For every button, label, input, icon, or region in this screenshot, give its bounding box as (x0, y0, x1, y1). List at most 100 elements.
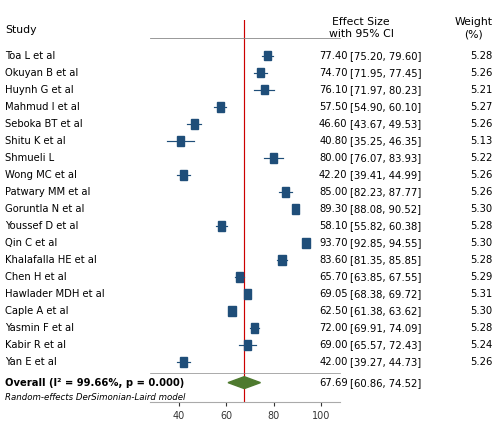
Text: Mahmud I et al: Mahmud I et al (5, 102, 80, 112)
Text: 85.00: 85.00 (319, 187, 348, 197)
FancyBboxPatch shape (292, 204, 299, 213)
Text: 5.30: 5.30 (470, 306, 492, 316)
Text: 42.20: 42.20 (319, 170, 348, 180)
Text: 5.26: 5.26 (470, 187, 492, 197)
Text: [88.08, 90.52]: [88.08, 90.52] (350, 204, 421, 214)
FancyBboxPatch shape (270, 153, 277, 163)
FancyBboxPatch shape (180, 358, 187, 367)
Text: Effect Size
with 95% CI: Effect Size with 95% CI (329, 17, 394, 39)
Text: 62.50: 62.50 (319, 306, 348, 316)
Text: [60.86, 74.52]: [60.86, 74.52] (350, 377, 421, 388)
Text: Shitu K et al: Shitu K et al (5, 136, 66, 146)
FancyBboxPatch shape (251, 324, 258, 333)
Text: [65.57, 72.43]: [65.57, 72.43] (350, 340, 422, 350)
Text: [39.27, 44.73]: [39.27, 44.73] (350, 357, 421, 367)
Text: 5.21: 5.21 (470, 85, 492, 95)
Text: Study: Study (5, 25, 36, 35)
Text: Chen H et al: Chen H et al (5, 272, 66, 282)
Text: 5.26: 5.26 (470, 68, 492, 78)
Text: 67.69: 67.69 (319, 377, 348, 388)
FancyBboxPatch shape (236, 272, 243, 282)
Text: 72.00: 72.00 (319, 323, 348, 333)
Text: 5.31: 5.31 (470, 289, 492, 299)
FancyBboxPatch shape (244, 290, 251, 299)
Text: 5.30: 5.30 (470, 238, 492, 248)
Text: 5.26: 5.26 (470, 357, 492, 367)
Text: [75.20, 79.60]: [75.20, 79.60] (350, 51, 422, 61)
Text: Patwary MM et al: Patwary MM et al (5, 187, 90, 197)
Text: 76.10: 76.10 (319, 85, 348, 95)
Text: [35.25, 46.35]: [35.25, 46.35] (350, 136, 421, 146)
Text: Huynh G et al: Huynh G et al (5, 85, 73, 95)
Text: 5.28: 5.28 (470, 221, 492, 231)
Text: 65.70: 65.70 (319, 272, 348, 282)
FancyBboxPatch shape (180, 170, 188, 179)
Text: Okuyan B et al: Okuyan B et al (5, 68, 78, 78)
FancyBboxPatch shape (278, 255, 285, 265)
Polygon shape (228, 377, 260, 389)
Text: Seboka BT et al: Seboka BT et al (5, 119, 82, 129)
FancyBboxPatch shape (302, 238, 310, 248)
Text: [39.41, 44.99]: [39.41, 44.99] (350, 170, 421, 180)
FancyBboxPatch shape (260, 85, 268, 95)
Text: Overall (I² = 99.66%, p = 0.000): Overall (I² = 99.66%, p = 0.000) (5, 377, 184, 388)
Text: 69.05: 69.05 (319, 289, 348, 299)
Text: [69.91, 74.09]: [69.91, 74.09] (350, 323, 422, 333)
Text: 57.50: 57.50 (319, 102, 348, 112)
Text: Hawlader MDH et al: Hawlader MDH et al (5, 289, 104, 299)
Text: Youssef D et al: Youssef D et al (5, 221, 78, 231)
Text: 58.10: 58.10 (319, 221, 348, 231)
Text: Random-effects DerSimonian-Laird model: Random-effects DerSimonian-Laird model (5, 392, 186, 402)
Text: Toa L et al: Toa L et al (5, 51, 55, 61)
Text: [81.35, 85.85]: [81.35, 85.85] (350, 255, 421, 265)
Text: [54.90, 60.10]: [54.90, 60.10] (350, 102, 421, 112)
Text: Yasmin F et al: Yasmin F et al (5, 323, 74, 333)
Text: 5.28: 5.28 (470, 323, 492, 333)
Text: Kabir R et al: Kabir R et al (5, 340, 66, 350)
Text: 93.70: 93.70 (319, 238, 348, 248)
Text: 5.26: 5.26 (470, 170, 492, 180)
FancyBboxPatch shape (282, 187, 289, 197)
Text: Weight
(%): Weight (%) (454, 17, 492, 39)
FancyBboxPatch shape (264, 51, 271, 61)
Text: 80.00: 80.00 (320, 153, 347, 163)
Text: 5.13: 5.13 (470, 136, 492, 146)
Text: Khalafalla HE et al: Khalafalla HE et al (5, 255, 97, 265)
Text: 5.30: 5.30 (470, 204, 492, 214)
Text: [43.67, 49.53]: [43.67, 49.53] (350, 119, 421, 129)
Text: Wong MC et al: Wong MC et al (5, 170, 77, 180)
FancyBboxPatch shape (218, 221, 225, 231)
Text: Caple A et al: Caple A et al (5, 306, 68, 316)
Text: 5.22: 5.22 (470, 153, 492, 163)
Text: [68.38, 69.72]: [68.38, 69.72] (350, 289, 421, 299)
Text: [92.85, 94.55]: [92.85, 94.55] (350, 238, 422, 248)
Text: 74.70: 74.70 (319, 68, 348, 78)
Text: [61.38, 63.62]: [61.38, 63.62] (350, 306, 421, 316)
Text: [63.85, 67.55]: [63.85, 67.55] (350, 272, 422, 282)
FancyBboxPatch shape (177, 136, 184, 145)
FancyBboxPatch shape (258, 68, 264, 77)
Text: [71.95, 77.45]: [71.95, 77.45] (350, 68, 422, 78)
Text: 46.60: 46.60 (319, 119, 348, 129)
Text: 77.40: 77.40 (319, 51, 348, 61)
FancyBboxPatch shape (216, 102, 224, 111)
Text: 5.24: 5.24 (470, 340, 492, 350)
Text: 5.26: 5.26 (470, 119, 492, 129)
Text: Goruntla N et al: Goruntla N et al (5, 204, 84, 214)
Text: [55.82, 60.38]: [55.82, 60.38] (350, 221, 421, 231)
Text: 5.28: 5.28 (470, 51, 492, 61)
Text: 69.00: 69.00 (319, 340, 348, 350)
Text: 42.00: 42.00 (319, 357, 348, 367)
Text: 5.29: 5.29 (470, 272, 492, 282)
FancyBboxPatch shape (244, 340, 251, 350)
Text: 40.80: 40.80 (320, 136, 347, 146)
Text: [76.07, 83.93]: [76.07, 83.93] (350, 153, 421, 163)
Text: Yan E et al: Yan E et al (5, 357, 57, 367)
FancyBboxPatch shape (190, 119, 198, 129)
Text: 83.60: 83.60 (319, 255, 348, 265)
Text: 5.27: 5.27 (470, 102, 492, 112)
FancyBboxPatch shape (228, 306, 235, 316)
Text: [71.97, 80.23]: [71.97, 80.23] (350, 85, 421, 95)
Text: 5.28: 5.28 (470, 255, 492, 265)
Text: Qin C et al: Qin C et al (5, 238, 57, 248)
